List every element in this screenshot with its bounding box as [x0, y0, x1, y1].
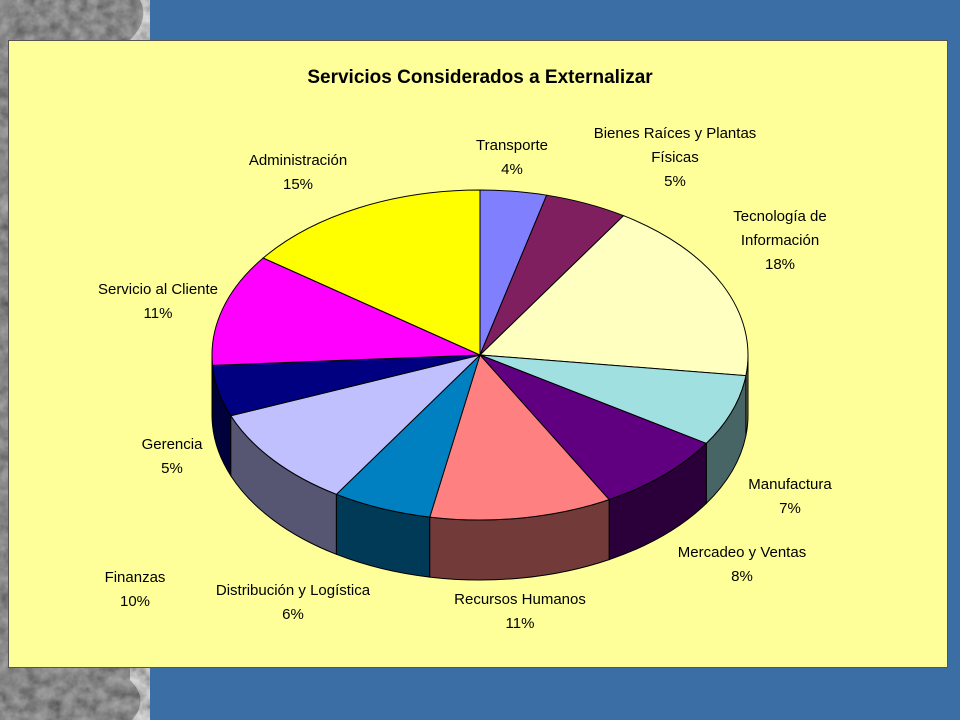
slice: [230, 354, 482, 495]
slice-label: Recursos Humanos 11%: [420, 588, 620, 636]
slice: [211, 257, 481, 366]
category-label: Distribución y Logística: [215, 582, 371, 599]
category-label: Mercadeo y Ventas: [677, 544, 807, 561]
value-label: 8%: [731, 568, 753, 585]
value-label: 18%: [764, 256, 796, 273]
chart-title: Servicios Considerados a Externalizar: [307, 67, 653, 88]
value-label: 5%: [664, 173, 686, 190]
slice: [479, 354, 747, 444]
value-label: 11%: [143, 305, 173, 322]
slice-label: Finanzas 10%: [65, 566, 205, 614]
slice-label: Mercadeo y Ventas 8%: [662, 541, 822, 589]
slice-label: Servicio al Cliente 11%: [68, 278, 248, 326]
category-label: Recursos Humanos: [454, 591, 586, 608]
category-label: Manufactura: [748, 476, 832, 493]
category-label: Transporte: [476, 137, 548, 154]
slice-label: Manufactura 7%: [720, 473, 860, 521]
slice-label: Distribución y Logística 6%: [193, 579, 393, 627]
category-label: Servicio al Cliente: [97, 281, 219, 298]
slice-label: Gerencia 5%: [112, 433, 232, 481]
slice-label: Tecnología de Información 18%: [715, 205, 845, 277]
value-label: 4%: [501, 161, 523, 178]
slice-label: Bienes Raíces y Plantas Físicas 5%: [580, 122, 770, 194]
category-label: Administración: [248, 152, 348, 169]
slice: [478, 215, 749, 377]
value-label: 10%: [119, 593, 151, 610]
category-label: Bienes Raíces y Plantas Físicas: [593, 125, 757, 166]
category-label: Gerencia: [141, 436, 203, 453]
value-label: 5%: [161, 460, 183, 477]
value-label: 6%: [282, 606, 304, 623]
category-label: Tecnología de Información: [733, 208, 827, 249]
value-label: 7%: [779, 500, 801, 517]
slice-label: Administración 15%: [218, 149, 378, 197]
slice-label: Transporte 4%: [432, 134, 592, 182]
value-label: 15%: [282, 176, 314, 193]
category-label: Finanzas: [104, 569, 166, 586]
slice: [429, 354, 610, 521]
slice: [262, 189, 481, 356]
value-label: 11%: [505, 615, 535, 632]
slice: [479, 354, 708, 501]
